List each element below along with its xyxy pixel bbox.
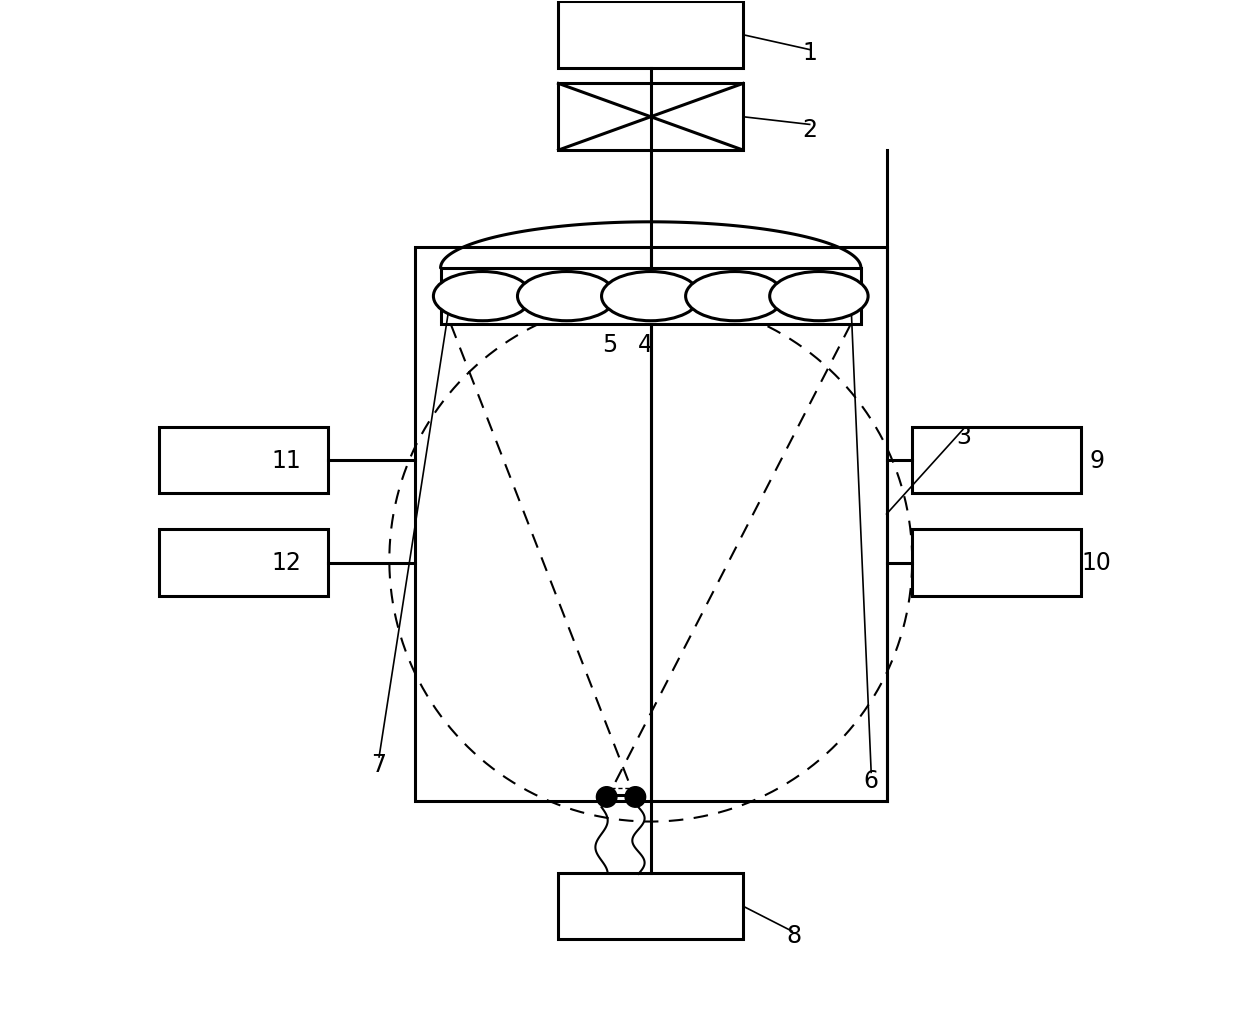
Text: 2: 2: [802, 117, 817, 142]
Bar: [558, 873, 743, 940]
Text: 8: 8: [786, 924, 802, 949]
Text: 4: 4: [639, 333, 653, 357]
Bar: [415, 248, 887, 801]
Text: 7: 7: [372, 754, 387, 777]
Ellipse shape: [686, 271, 784, 321]
Circle shape: [596, 786, 618, 807]
Ellipse shape: [770, 271, 868, 321]
Text: 12: 12: [272, 551, 301, 576]
Bar: [913, 427, 1081, 493]
Text: 1: 1: [802, 41, 817, 65]
Bar: [558, 83, 743, 150]
Text: 5: 5: [603, 333, 618, 357]
Bar: [440, 268, 861, 324]
Ellipse shape: [434, 271, 532, 321]
Text: 10: 10: [1081, 551, 1112, 576]
Text: 6: 6: [864, 769, 879, 793]
Bar: [558, 1, 743, 68]
Text: 11: 11: [272, 448, 301, 473]
Bar: [913, 529, 1081, 596]
Text: 9: 9: [1089, 448, 1105, 473]
Ellipse shape: [517, 271, 616, 321]
Circle shape: [625, 786, 646, 807]
Bar: [159, 427, 327, 493]
Text: 3: 3: [956, 426, 971, 449]
Ellipse shape: [601, 271, 699, 321]
Bar: [159, 529, 327, 596]
